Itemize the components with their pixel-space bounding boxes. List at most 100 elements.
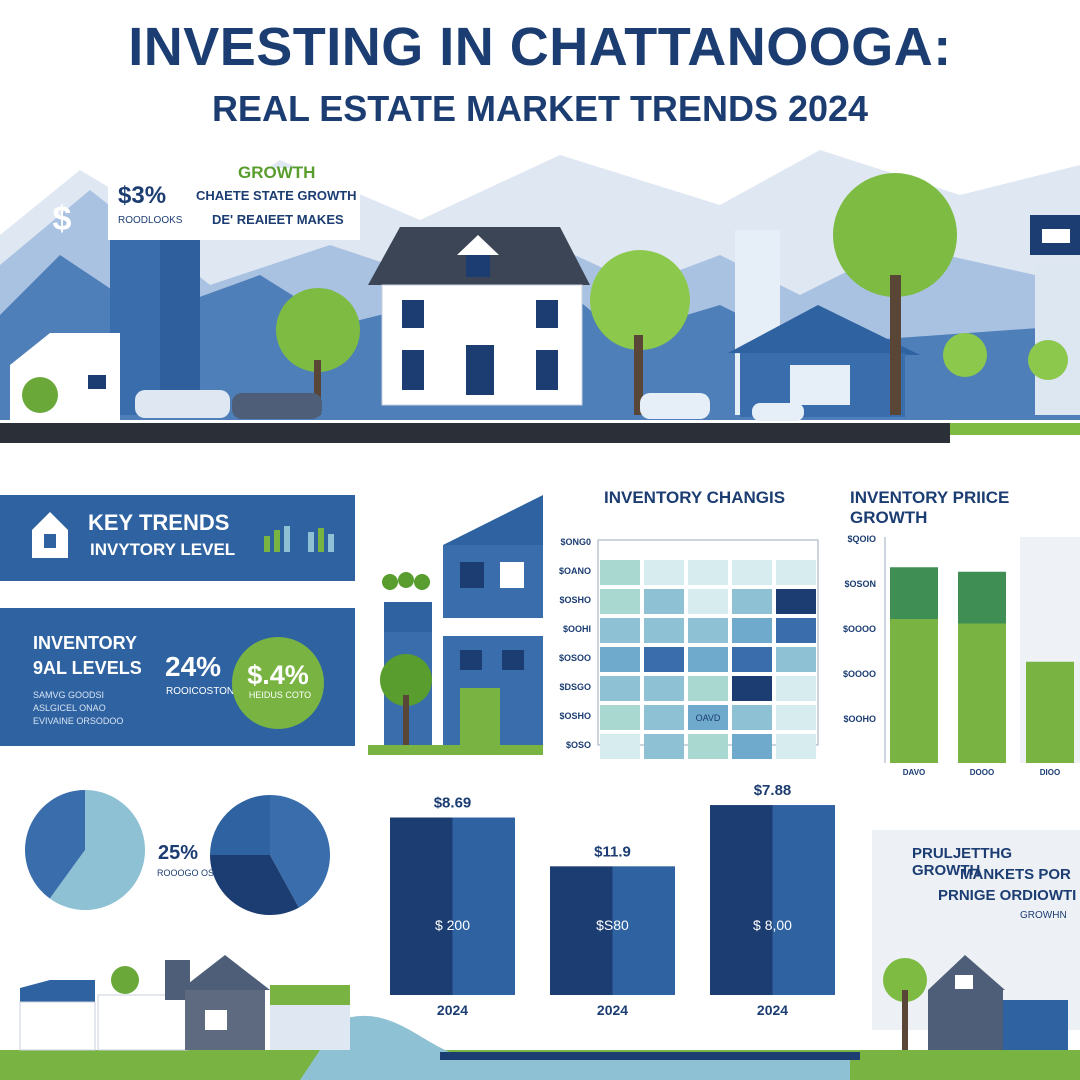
- heatmap-cell: [732, 705, 772, 730]
- heatmap-cell: [776, 560, 816, 585]
- inventory-fine-1: SAMVG GOODSI: [33, 690, 105, 700]
- price-bar-category-label: 2024: [757, 1002, 788, 1018]
- heatmap-cell: [688, 589, 728, 614]
- price-bar-left: [710, 805, 773, 995]
- pie-chart-left: [25, 790, 145, 910]
- projection-line-2: MANKETS POR: [960, 866, 1071, 883]
- price-growth-chart: $QOIO $OSON $OOOO $OOOO $OOHO DAVO DOOO DIOO: [843, 534, 1080, 777]
- heatmap-tick-label: $OSOO: [559, 653, 591, 663]
- price-bar-inner-label: $S80: [596, 917, 629, 933]
- page-subtitle: REAL ESTATE MARKET TRENDS 2024: [211, 88, 869, 129]
- heatmap-cell: [732, 589, 772, 614]
- car: [640, 393, 710, 419]
- tree: [1028, 340, 1068, 380]
- heatmap-cell: [688, 618, 728, 643]
- pie-chart-right: [210, 795, 330, 915]
- heatmap-cell: [644, 647, 684, 672]
- inventory-title-2: 9AL LEVELS: [33, 658, 142, 678]
- price-bar-right: [612, 866, 675, 995]
- heatmap-tick-label: $OOHI: [563, 624, 591, 634]
- townhouse-illustration: [368, 495, 543, 755]
- heatmap-cell: [732, 618, 772, 643]
- heatmap-cell: [732, 560, 772, 585]
- key-trends-title: KEY TRENDS: [88, 510, 230, 535]
- hero-percent: $3%: [118, 182, 167, 209]
- heatmap-cell: [688, 734, 728, 759]
- tree: [833, 173, 957, 297]
- price-tick-label: $OOHO: [843, 714, 876, 724]
- hero-illustration: $: [0, 135, 1080, 455]
- inventory-chart-title: INVENTORY CHANGIS: [604, 488, 786, 507]
- heatmap-cell: [688, 676, 728, 701]
- heatmap-cell: [688, 647, 728, 672]
- hero-note-card: [108, 168, 360, 240]
- price-bar-top: [890, 567, 938, 619]
- tree: [943, 333, 987, 377]
- heatmap-cell: [732, 647, 772, 672]
- projection-line-1: PRULJETTHG GROWTH: [912, 845, 1013, 879]
- inventory-circle-sub: HEIDUS COTO: [248, 690, 312, 700]
- heatmap-cell: [776, 705, 816, 730]
- heatmap-cell: [776, 618, 816, 643]
- price-bar-value-label: $11.9: [594, 843, 631, 860]
- price-bar-base: [890, 619, 938, 763]
- price-category-label: DIOO: [1040, 768, 1060, 777]
- mini-bars-icon: [264, 526, 334, 552]
- heatmap-cell: [600, 560, 640, 585]
- heatmap-cell: [600, 705, 640, 730]
- price-bar-inner-label: $ 8,00: [753, 917, 792, 933]
- price-bar-category-label: 2024: [437, 1002, 468, 1018]
- price-bar-top: [958, 571, 1006, 624]
- heatmap-cell: [732, 734, 772, 759]
- price-bar-left: [390, 817, 453, 995]
- pie-slice: [210, 855, 299, 915]
- hero-small-text: ROODLOOKS: [118, 215, 183, 226]
- heatmap-cell: [644, 618, 684, 643]
- inventory-title-1: INVENTORY: [33, 633, 138, 653]
- pie-slice: [25, 790, 85, 899]
- key-trends-subtitle: INVYTORY LEVEL: [90, 540, 236, 559]
- tower: [1035, 265, 1080, 415]
- heatmap-cell: [600, 676, 640, 701]
- price-category-label: DAVO: [903, 768, 926, 777]
- hero-growth-label: GROWTH: [238, 163, 316, 182]
- inventory-heatmap: $ONG0 $OANO $OSHO $OOHI $OSOO $DSGO $OSHO $OSO O…: [559, 537, 819, 759]
- heatmap-cell: [732, 676, 772, 701]
- inventory-circle-badge: [232, 637, 324, 729]
- pie-slice: [270, 795, 330, 908]
- tree: [590, 250, 690, 350]
- price-bar-base: [958, 623, 1006, 763]
- heatmap-cell: [776, 676, 816, 701]
- inventory-fine-2: ASLGICEL ONAO: [33, 703, 106, 713]
- heatmap-tick-label: $OSO: [566, 740, 591, 750]
- inventory-circle-value: $.4%: [247, 660, 309, 690]
- heatmap-cell: [644, 734, 684, 759]
- road: [0, 423, 950, 443]
- heatmap-cell: [644, 589, 684, 614]
- heatmap-cell: [688, 560, 728, 585]
- price-bar-inner-label: $ 200: [435, 917, 470, 933]
- hero-line-2: DE' REAIEET MAKES: [212, 212, 344, 227]
- heatmap-cell: [644, 560, 684, 585]
- price-tick-label: $QOIO: [847, 534, 876, 544]
- bottom-street-illustration: [0, 955, 1080, 1080]
- price-bar-right: [452, 817, 515, 995]
- price-bar-chart: $8.69 $ 200 2024 $11.9 $S80 2024 $7.88 $ 8,00 20…: [390, 782, 835, 1018]
- heatmap-cell: [644, 676, 684, 701]
- heatmap-cell-label: OAVD: [696, 713, 721, 723]
- price-bar-value-label: $7.88: [754, 782, 792, 799]
- price-tick-label: $OOOO: [843, 669, 876, 679]
- pie-slice: [210, 795, 270, 855]
- hero-line-1: CHAETE STATE GROWTH: [196, 188, 357, 203]
- car: [135, 390, 230, 418]
- price-tick-label: $OSON: [844, 579, 876, 589]
- heatmap-cell: [776, 734, 816, 759]
- tower: [160, 225, 200, 415]
- right-house-roof: [728, 305, 920, 355]
- price-bar-left: [550, 866, 613, 995]
- bush: [22, 377, 58, 413]
- heatmap-cell: [600, 618, 640, 643]
- heatmap-cell: [688, 705, 728, 730]
- heatmap-tick-label: $OSHO: [559, 711, 591, 721]
- projection-line-4: GROWHN: [1020, 910, 1067, 921]
